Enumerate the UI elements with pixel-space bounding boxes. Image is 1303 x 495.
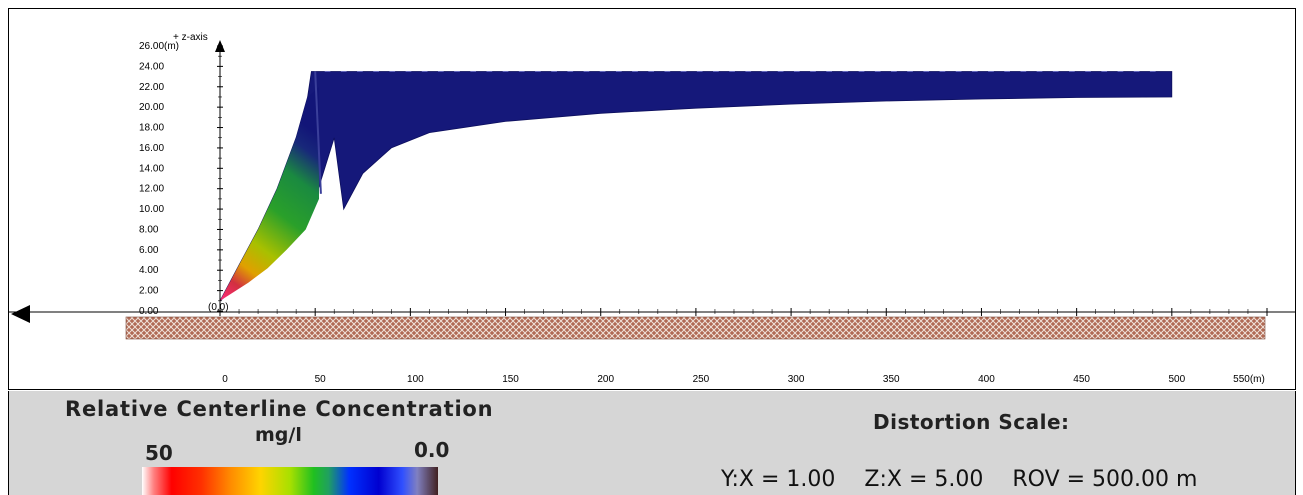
chart-svg: 0.00 2.00 4.00 6.00 8.00 10.00 12.00 14.00 16.00… bbox=[9, 32, 1295, 385]
color-scale-bar bbox=[142, 467, 438, 495]
y-tick-label: 14.00 bbox=[139, 163, 164, 174]
y-tick-label: 8.00 bbox=[139, 224, 159, 235]
plume-area bbox=[219, 71, 1173, 302]
distortion-scale-title: Distortion Scale: bbox=[873, 410, 1070, 434]
x-tick-label: 200 bbox=[597, 374, 614, 385]
y-tick-label: 26.00(m) bbox=[139, 41, 179, 52]
origin-label: (0,0) bbox=[208, 302, 229, 313]
y-tick-label: 0.00 bbox=[139, 306, 159, 317]
distortion-values: Y:X = 1.00 Z:X = 5.00 ROV = 500.00 m bbox=[721, 467, 1219, 492]
x-tick-label: 550(m) bbox=[1233, 374, 1265, 385]
legend-max-label: 50 bbox=[145, 441, 173, 465]
x-tick-label: 350 bbox=[883, 374, 900, 385]
distortion-yx: Y:X = 1.00 bbox=[721, 467, 836, 492]
y-tick-label: 16.00 bbox=[139, 143, 164, 154]
x-tick-label: 450 bbox=[1073, 374, 1090, 385]
x-tick-label: 100 bbox=[407, 374, 424, 385]
y-tick-label: 6.00 bbox=[139, 245, 159, 256]
x-tick-label: 150 bbox=[502, 374, 519, 385]
x-tick-label: 0 bbox=[222, 374, 228, 385]
z-axis-label: + z-axis bbox=[173, 32, 208, 43]
ground-band bbox=[125, 316, 1266, 340]
distortion-rov: ROV = 500.00 m bbox=[1012, 467, 1198, 492]
y-tick-label: 24.00 bbox=[139, 61, 164, 72]
x-axis-arrow-left bbox=[11, 305, 30, 323]
plume-nearfield bbox=[220, 86, 319, 301]
legend-unit: mg/l bbox=[255, 424, 302, 446]
x-tick-label: 250 bbox=[693, 374, 710, 385]
legend-min-label: 0.0 bbox=[414, 438, 450, 462]
y-tick-label: 20.00 bbox=[139, 102, 164, 113]
x-tick-label: 400 bbox=[978, 374, 995, 385]
y-tick-label: 22.00 bbox=[139, 82, 164, 93]
plume-fold-line bbox=[314, 71, 322, 194]
plot-area: 0.00 2.00 4.00 6.00 8.00 10.00 12.00 14.00 16.00… bbox=[8, 8, 1296, 390]
distortion-zx: Z:X = 5.00 bbox=[864, 467, 984, 492]
legend-panel: Relative Centerline Concentration mg/l 5… bbox=[8, 391, 1296, 495]
x-tick-label: 300 bbox=[788, 374, 805, 385]
y-tick-label: 2.00 bbox=[139, 286, 159, 297]
y-tick-label: 18.00 bbox=[139, 123, 164, 134]
y-tick-label: 12.00 bbox=[139, 184, 164, 195]
x-tick-label: 500 bbox=[1168, 374, 1185, 385]
x-tick-label: 50 bbox=[315, 374, 327, 385]
y-tick-label: 10.00 bbox=[139, 204, 164, 215]
legend-title: Relative Centerline Concentration bbox=[65, 397, 494, 421]
y-tick-label: 4.00 bbox=[139, 265, 159, 276]
